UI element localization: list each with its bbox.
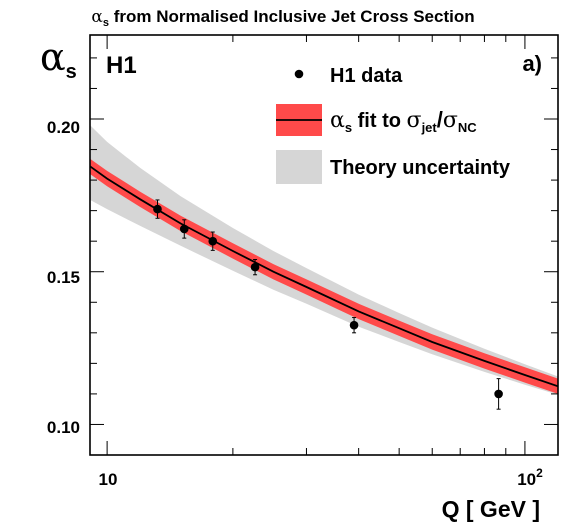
y-tick-label: 0.10 — [47, 418, 80, 437]
experiment-label: H1 — [106, 52, 137, 79]
legend-data-marker — [294, 69, 304, 79]
plot-frame — [89, 34, 559, 456]
legend: H1 data αs fit to σjet/σNC Theory uncert… — [276, 65, 511, 184]
plot-area — [90, 125, 558, 410]
x-tick-label: 102 — [517, 466, 543, 489]
legend-theory-swatch — [276, 150, 322, 184]
data-point — [153, 204, 162, 214]
data-point — [349, 320, 359, 330]
fit-line — [90, 165, 558, 388]
chart-title: αs from Normalised Inclusive Jet Cross S… — [91, 7, 474, 29]
y-axis-title: αs — [40, 35, 77, 83]
axis-ticks — [90, 35, 558, 456]
y-tick-label: 0.20 — [47, 118, 80, 137]
legend-theory-label: Theory uncertainty — [330, 157, 511, 179]
y-tick-label: 0.15 — [47, 268, 80, 287]
plot-clip-group — [90, 125, 558, 410]
legend-fit-label: αs fit to σjet/σNC — [330, 107, 477, 135]
data-point — [208, 236, 218, 246]
legend-data-label: H1 data — [330, 65, 403, 87]
panel-label: a) — [522, 51, 542, 76]
x-tick-label: 10 — [99, 470, 118, 489]
data-point — [250, 262, 260, 272]
data-point — [179, 224, 189, 234]
x-axis-title: Q [ GeV ] — [442, 496, 540, 522]
data-point — [494, 389, 503, 399]
